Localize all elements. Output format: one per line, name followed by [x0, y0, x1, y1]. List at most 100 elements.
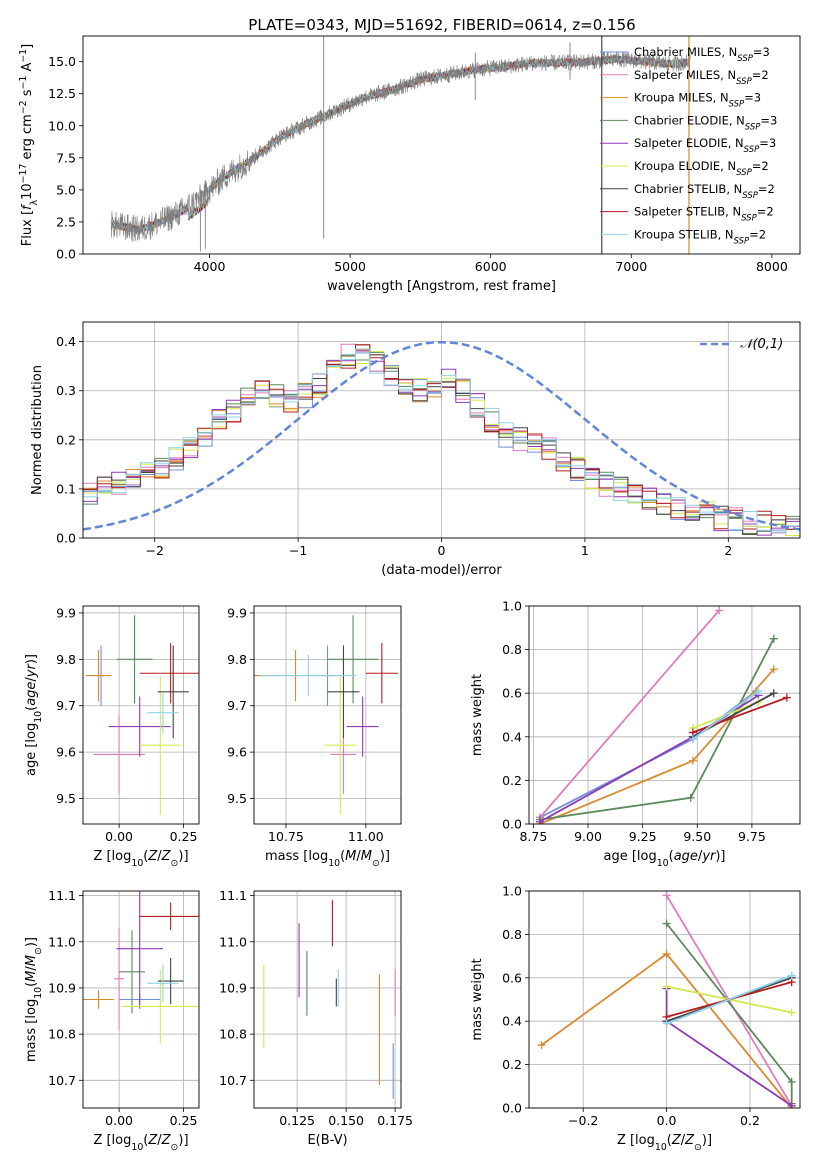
y-axis-label-part: −1 — [18, 49, 29, 63]
x-tick-label: 8000 — [756, 259, 788, 274]
x-axis-label: Z [log10(Z/Z⊙)] — [617, 1133, 712, 1153]
x-tick-label: 8.75 — [519, 829, 547, 844]
x-axis-label-part: ( — [143, 1133, 148, 1148]
legend-entry: Kroupa STELIB, NSSP=2 — [634, 227, 766, 246]
weight-point-marker — [787, 1077, 796, 1086]
weight-point-marker — [769, 665, 778, 674]
mass-weight-vs-age-axes: 8.75 9.00 9.25 9.50 9.75 0.0 0.2 0.4 0.6 0.8 1.0 ag… — [470, 599, 801, 869]
y-axis-label-part: 10 — [33, 987, 44, 999]
legend-entry-sub: SSP — [742, 191, 758, 201]
y-tick-label: 10.9 — [48, 980, 76, 995]
x-axis-label-part: / — [157, 1133, 162, 1148]
y-tick-label: 10.8 — [48, 1027, 76, 1042]
weight-point-marker — [688, 756, 697, 765]
y-axis-label-part: yr — [24, 662, 39, 678]
weight-point-marker — [787, 1008, 796, 1017]
y-axis-label-part: mass weight — [470, 958, 485, 1040]
legend-entry: Salpeter ELODIE, NSSP=3 — [634, 136, 776, 155]
weight-point-marker — [662, 1019, 671, 1028]
x-axis-label: wavelength [Angstrom, rest frame] — [327, 279, 556, 294]
y-tick-label: 10.7 — [48, 1073, 76, 1088]
x-tick-label: 0.125 — [279, 1113, 315, 1128]
legend-entry-count: =2 — [752, 68, 769, 82]
y-axis-label-part: age — [24, 682, 39, 706]
x-axis-label-part: )] — [702, 1133, 712, 1148]
legend-entry: Chabrier STELIB, NSSP=2 — [634, 182, 775, 201]
age-vs-metallicity-errorbars — [85, 615, 199, 815]
y-tick-label: 2.5 — [56, 214, 76, 229]
mass-vs-extinction-axes: 0.125 0.150 0.175 10.7 10.8 10.9 11.0 11.1 E(B-V… — [219, 888, 413, 1148]
y-tick-label: 0.6 — [502, 970, 522, 985]
x-axis-label-part: mass [log — [265, 849, 328, 864]
y-tick-label: 9.9 — [56, 605, 76, 620]
mass-vs-metallicity-errorbars — [83, 891, 199, 1044]
weight-point-marker — [787, 971, 796, 980]
x-axis-label-part: 10 — [657, 858, 669, 869]
legend-entry: Kroupa MILES, NSSP=3 — [634, 91, 761, 110]
y-axis-label-part: mass weight — [470, 674, 485, 756]
x-tick-label: 9.00 — [574, 829, 602, 844]
legend-entry: Chabrier MILES, NSSP=3 — [634, 45, 770, 64]
x-axis-label-part: / — [698, 849, 703, 864]
weight-series-line — [665, 894, 793, 1107]
x-tick-label: 9.50 — [683, 829, 711, 844]
y-axis-label-part: −1 — [18, 76, 29, 90]
y-axis-label-part: 10 — [33, 711, 44, 723]
legend-entry: Salpeter STELIB, NSSP=2 — [634, 205, 774, 224]
axes-frame — [82, 890, 200, 1109]
y-axis-label-part: −17 — [18, 164, 29, 184]
y-axis-label-part: ] — [20, 44, 35, 49]
y-tick-label: 11.0 — [219, 934, 247, 949]
legend-entry: Chabrier ELODIE, NSSP=3 — [634, 113, 777, 132]
x-tick-label: 0.175 — [377, 1113, 413, 1128]
x-axis-label-part: Z — [684, 1133, 695, 1148]
x-axis-label: age [log10(age/yr)] — [603, 849, 725, 869]
x-axis-label-part: ( — [340, 849, 345, 864]
x-axis-label-part: age — [674, 849, 698, 864]
legend-entry-name: Salpeter STELIB, N — [634, 205, 741, 219]
weight-point-marker — [769, 689, 778, 698]
legend-entry-sub: SSP — [736, 168, 752, 178]
x-tick-label: 0.00 — [105, 829, 133, 844]
x-axis-label-part: Z — [147, 1133, 158, 1148]
x-tick-label: 11.00 — [348, 829, 384, 844]
x-axis-label-part: 10 — [131, 858, 143, 869]
y-axis-label-part: 10 — [20, 183, 35, 200]
y-tick-label: 0.4 — [502, 729, 522, 744]
weight-point-marker — [662, 982, 671, 991]
weight-series-line — [539, 690, 757, 819]
y-tick-label: 10.0 — [48, 118, 76, 133]
weight-point-marker — [537, 1041, 546, 1050]
y-axis-label-part: Flux [ — [20, 210, 35, 246]
y-axis-label-part: / — [24, 966, 39, 971]
y-tick-label: 0.0 — [502, 817, 522, 832]
mass-weight-vs-metallicity-axes: −0.2 0.0 0.20.00.20.40.60.81.0Z [log10(Z/Z… — [470, 884, 801, 1153]
y-tick-label: 11.0 — [48, 934, 76, 949]
y-axis-label-part: )] — [24, 937, 39, 947]
x-axis-label-part: ( — [667, 1133, 672, 1148]
x-tick-label: 7000 — [615, 259, 647, 274]
legend-entry-sub: SSP — [737, 54, 753, 64]
legend-entry-name: Chabrier STELIB, N — [634, 182, 742, 196]
y-tick-label: 0.3 — [56, 383, 76, 398]
x-tick-label: −2 — [145, 543, 163, 558]
x-axis-label-part: wavelength [Angstrom, rest frame] — [327, 279, 556, 294]
histogram-series — [83, 348, 800, 538]
x-tick-label: 0.25 — [170, 1113, 198, 1128]
y-tick-label: 1.0 — [502, 884, 522, 899]
y-axis-label-part: λ — [29, 199, 40, 205]
gaussian-curve — [83, 340, 800, 531]
legend-entry-name: Kroupa MILES, N — [634, 91, 729, 105]
x-axis-label-part: )] — [178, 849, 188, 864]
x-axis-label-part: Z — [147, 849, 158, 864]
y-tick-label: 0.4 — [56, 334, 76, 349]
weight-point-marker — [787, 1101, 796, 1108]
weight-series-line — [539, 668, 775, 824]
legend-entry-name: Chabrier MILES, N — [634, 45, 737, 59]
y-tick-label: 9.8 — [56, 652, 76, 667]
y-axis-label-part: −2 — [18, 100, 29, 114]
y-tick-label: 7.5 — [56, 150, 76, 165]
y-axis-label: Flux [fλ10−17 erg cm−2 s−1 A−1] — [18, 44, 40, 246]
legend-entry-name: Salpeter ELODIE, N — [634, 136, 744, 150]
